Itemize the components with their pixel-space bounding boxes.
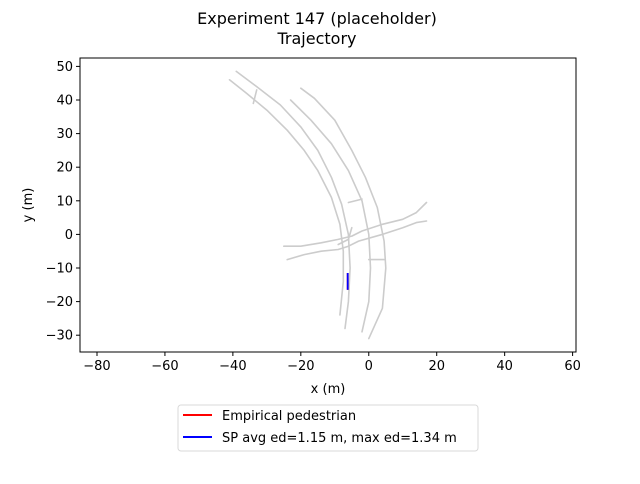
- x-tick-label: 40: [496, 359, 513, 374]
- chart-title: Experiment 147 (placeholder): [197, 9, 437, 28]
- legend-box: [177, 404, 479, 452]
- x-tick-label: −20: [287, 359, 314, 374]
- y-tick-label: 50: [56, 60, 73, 75]
- legend-label-sp: SP avg ed=1.15 m, max ed=1.34 m: [222, 431, 457, 446]
- x-tick-label: 20: [428, 359, 445, 374]
- chart-subtitle: Trajectory: [277, 29, 357, 48]
- x-tick-label: −80: [83, 359, 110, 374]
- map-line-4: [299, 87, 387, 340]
- map-line-0: [228, 79, 345, 316]
- plot-frame: [79, 57, 577, 353]
- legend-label-empirical: Empirical pedestrian: [222, 409, 356, 424]
- y-axis-ticks: −30 −20 −10 0 10 20 30 40 50: [46, 60, 80, 344]
- y-tick-label: 10: [56, 194, 73, 209]
- y-tick-label: −20: [46, 295, 73, 310]
- map-line-1: [235, 70, 351, 330]
- map-line-8: [286, 220, 428, 261]
- map-line-2: [252, 89, 258, 105]
- x-tick-label: −60: [151, 359, 178, 374]
- y-tick-label: 30: [56, 127, 73, 142]
- map-line-3: [289, 99, 372, 333]
- legend: Empirical pedestrian SP avg ed=1.15 m, m…: [177, 404, 479, 452]
- y-axis-label: y (m): [21, 188, 36, 223]
- y-tick-label: 20: [56, 161, 73, 176]
- y-tick-label: 40: [56, 94, 73, 109]
- map-line-7: [282, 201, 428, 247]
- x-tick-label: 0: [365, 359, 373, 374]
- map-line-5: [347, 198, 363, 204]
- y-tick-label: −10: [46, 262, 73, 277]
- x-tick-label: 60: [564, 359, 581, 374]
- y-tick-label: −30: [46, 329, 73, 344]
- x-tick-label: −40: [219, 359, 246, 374]
- x-axis-ticks: −80 −60 −40 −20 0 20 40 60: [83, 352, 581, 374]
- map-line-9: [337, 226, 353, 246]
- road-map-lines: [228, 70, 428, 340]
- x-axis-label: x (m): [311, 382, 346, 397]
- y-tick-label: 0: [65, 228, 73, 243]
